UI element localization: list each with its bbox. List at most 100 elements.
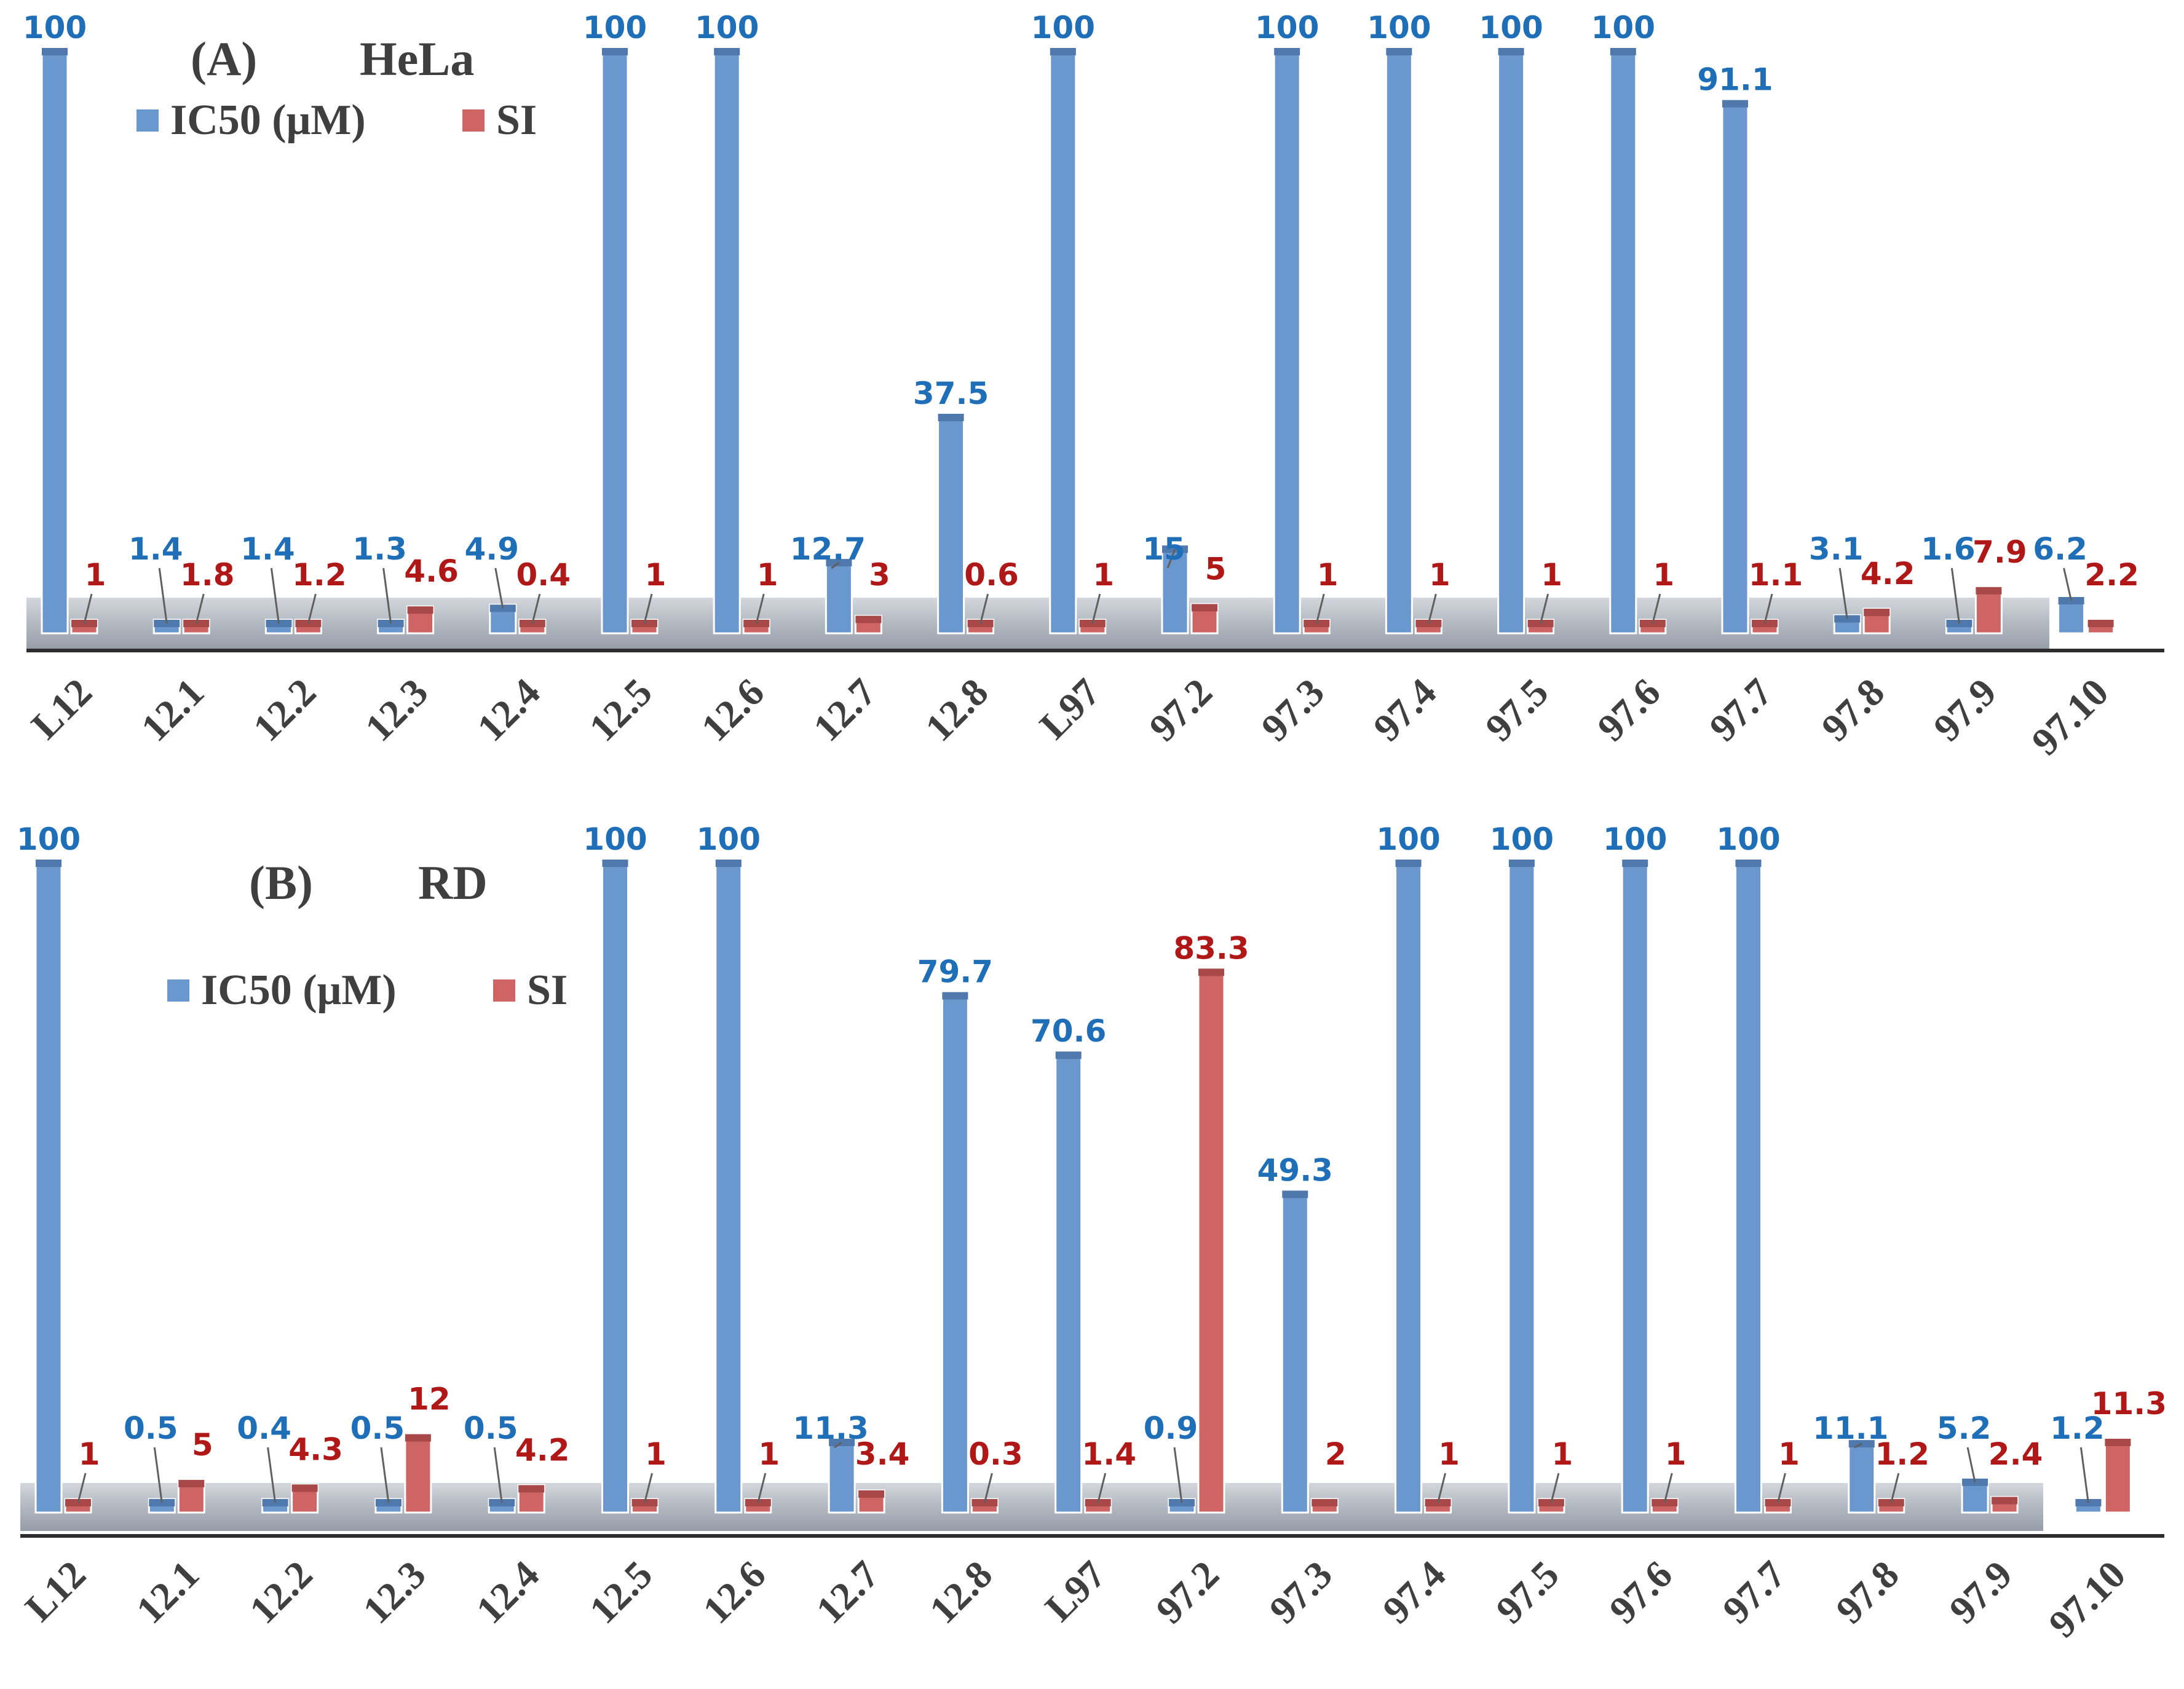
legend-label-si: SI	[496, 97, 537, 144]
leader-si-L12	[77, 1473, 87, 1503]
label-ic50-L12: 100	[17, 821, 81, 857]
label-si-12.1: 1.8	[180, 557, 235, 593]
bar-ic50-cap-L12	[42, 48, 68, 55]
tick-label-97.9: 97.9	[1941, 1553, 2020, 1632]
tick-label-12.5: 12.5	[581, 1553, 660, 1632]
leader-ic50-12.1	[153, 1447, 163, 1503]
bar-ic50-cap-97.4	[1395, 860, 1422, 867]
bar-ic50-cap-L97	[1055, 1051, 1082, 1059]
leader-ic50-12.7	[834, 1441, 842, 1449]
legend-label-ic50: IC50 (μM)	[170, 97, 366, 144]
bar-si-cap-97.10	[2105, 1438, 2131, 1446]
label-si-97.8: 4.2	[1861, 556, 1915, 591]
label-si-97.10: 11.3	[2091, 1386, 2167, 1422]
leader-si-12.5	[643, 593, 653, 624]
label-ic50-12.2: 0.4	[237, 1410, 291, 1446]
label-ic50-12.3: 0.5	[350, 1410, 405, 1446]
legend-swatch-si	[493, 979, 515, 1002]
bar-ic50-97.3	[1281, 1189, 1309, 1514]
label-ic50-97.10: 1.2	[2050, 1410, 2105, 1446]
tick-label-12.6: 12.6	[693, 670, 772, 750]
leader-ic50-12.2	[270, 568, 280, 624]
label-ic50-97.2: 0.9	[1144, 1410, 1198, 1446]
tick-label-12.8: 12.8	[917, 670, 996, 750]
leader-ic50-97.9	[1950, 568, 1960, 624]
bar-ic50-12.5	[601, 47, 629, 635]
leader-ic50-97.8	[1854, 1442, 1862, 1449]
label-ic50-97.8: 3.1	[1809, 531, 1864, 567]
bar-ic50-12.8	[941, 991, 969, 1514]
leader-si-12.2	[307, 593, 317, 624]
tick-label-12.1: 12.1	[128, 1553, 207, 1632]
bar-ic50-12.6	[714, 858, 743, 1514]
bar-ic50-cap-12.6	[714, 48, 740, 55]
bar-ic50-cap-97.7	[1735, 860, 1762, 867]
bar-ic50-L12	[41, 47, 69, 635]
tick-label-97.6: 97.6	[1601, 1553, 1680, 1632]
leader-si-97.5	[1550, 1473, 1560, 1503]
label-ic50-97.4: 100	[1376, 821, 1440, 857]
bar-si-cap-97.8	[1864, 609, 1890, 617]
legend-swatch-ic50	[136, 109, 159, 132]
label-si-97.5: 1	[1541, 557, 1562, 593]
tick-label-L12: L12	[23, 670, 100, 748]
bar-ic50-12.6	[713, 47, 741, 635]
label-ic50-97.9: 1.6	[1921, 531, 1976, 567]
label-si-97.7: 1	[1778, 1436, 1800, 1472]
bar-si-cap-97.9	[1976, 587, 2002, 595]
bar-ic50-cap-97.5	[1498, 48, 1524, 55]
chart-title: RD	[418, 856, 488, 909]
leader-si-L12	[83, 593, 93, 624]
label-ic50-97.10: 6.2	[2033, 531, 2087, 567]
label-ic50-97.5: 100	[1479, 10, 1543, 45]
bar-ic50-97.6	[1609, 47, 1637, 635]
chart-legend: IC50 (μM) SI	[167, 967, 568, 1014]
label-si-97.9: 7.9	[1972, 534, 2027, 570]
label-si-L97: 1	[1093, 557, 1114, 593]
label-ic50-12.6: 100	[697, 821, 761, 857]
bar-ic50-cap-97.3	[1282, 1190, 1308, 1198]
bar-ic50-97.5	[1508, 858, 1536, 1514]
label-si-97.8: 1.2	[1875, 1436, 1930, 1472]
bar-ic50-L12	[34, 858, 63, 1514]
label-si-97.4: 1	[1438, 1436, 1460, 1472]
label-ic50-97.7: 91.1	[1697, 62, 1773, 98]
bar-ic50-97.5	[1497, 47, 1525, 635]
bar-ic50-12.7	[828, 1438, 856, 1514]
bar-si-cap-12.2	[291, 1484, 318, 1492]
bar-ic50-cap-97.7	[1722, 100, 1748, 108]
leader-si-12.5	[644, 1473, 653, 1503]
tick-label-12.5: 12.5	[580, 670, 660, 750]
label-si-12.5: 1	[645, 557, 667, 593]
label-si-97.2: 83.3	[1173, 930, 1249, 966]
bar-ic50-L97	[1049, 47, 1077, 635]
bar-si-cap-12.3	[405, 1434, 431, 1442]
legend-label-ic50: IC50 (μM)	[201, 967, 397, 1014]
label-ic50-12.5: 100	[583, 10, 647, 45]
label-ic50-L97: 70.6	[1031, 1013, 1106, 1049]
label-ic50-12.3: 1.3	[352, 531, 407, 567]
bar-ic50-cap-97.5	[1508, 860, 1535, 867]
label-ic50-97.7: 100	[1716, 821, 1780, 857]
leader-si-12.1	[195, 593, 205, 624]
bar-si-97.2	[1197, 967, 1225, 1514]
label-ic50-L12: 100	[23, 10, 87, 45]
label-ic50-97.8: 11.1	[1813, 1410, 1888, 1446]
tick-label-97.8: 97.8	[1827, 1553, 1907, 1632]
tick-label-12.2: 12.2	[241, 1553, 320, 1632]
bar-ic50-cap-97.3	[1274, 48, 1300, 55]
bar-ic50-97.2	[1161, 544, 1189, 635]
bar-ic50-97.7	[1735, 858, 1762, 1514]
label-ic50-97.6: 100	[1591, 10, 1655, 45]
leader-ic50-12.4	[494, 568, 504, 609]
leader-si-L97	[1097, 1473, 1107, 1503]
tick-label-12.1: 12.1	[133, 670, 212, 750]
tick-label-12.8: 12.8	[921, 1553, 1000, 1632]
leader-ic50-12.7	[831, 561, 840, 569]
chart-panel-0: 1001L121.41.812.11.41.212.21.34.612.34.9…	[23, 10, 2164, 764]
leader-si-12.6	[755, 593, 765, 624]
label-si-12.5: 1	[645, 1436, 667, 1472]
label-si-97.10: 2.2	[2084, 557, 2139, 593]
chart-title: HeLa	[360, 32, 474, 85]
